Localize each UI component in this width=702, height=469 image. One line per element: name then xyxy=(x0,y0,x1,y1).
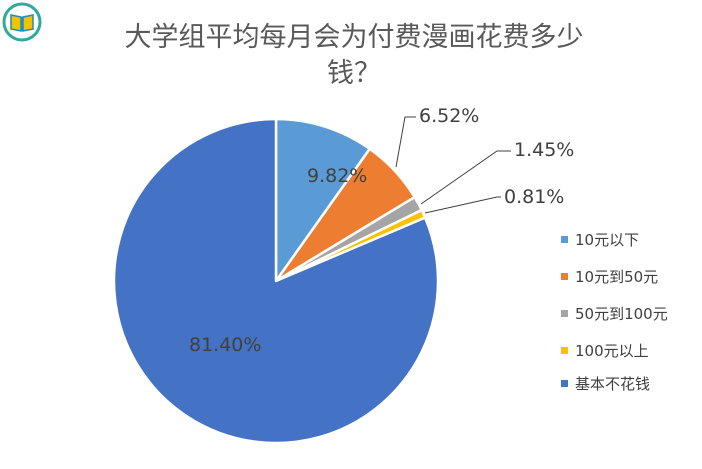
legend-swatch-no-spend xyxy=(561,380,568,387)
chart-title-line-2: 钱？ xyxy=(327,58,381,89)
legend-swatch-under-10 xyxy=(561,236,568,243)
data-label-10-to-50: 6.52% xyxy=(419,105,479,127)
legend-item: 基本不花钱 xyxy=(561,375,650,393)
leader-line-10-to-50 xyxy=(395,116,416,168)
leader-lines xyxy=(395,116,511,214)
pie-slices xyxy=(112,117,440,445)
legend: 10元以下 10元到50元 50元到100元 100元以上 基本不花钱 xyxy=(561,231,668,393)
pie-slice-under-10 xyxy=(274,117,371,283)
legend-swatch-50-to-100 xyxy=(561,310,568,317)
legend-label-under-10: 10元以下 xyxy=(575,231,639,249)
legend-item: 10元到50元 xyxy=(561,268,658,286)
pie-slice-no-spend xyxy=(112,117,440,445)
legend-label-over-100: 100元以上 xyxy=(575,342,649,360)
legend-item: 100元以上 xyxy=(561,342,649,360)
legend-label-50-to-100: 50元到100元 xyxy=(575,305,668,323)
data-label-no-spend: 81.40% xyxy=(189,334,261,356)
data-label-50-to-100: 1.45% xyxy=(514,139,574,161)
leader-line-50-to-100 xyxy=(420,150,511,205)
legend-swatch-over-100 xyxy=(561,347,568,354)
data-label-over-100: 0.81% xyxy=(504,186,564,208)
legend-label-10-to-50: 10元到50元 xyxy=(575,268,658,286)
leader-line-over-100 xyxy=(424,196,501,214)
legend-item: 10元以下 xyxy=(561,231,639,249)
book-icon xyxy=(2,2,42,42)
legend-swatch-10-to-50 xyxy=(561,273,568,280)
data-label-under-10: 9.82% xyxy=(307,165,367,187)
legend-label-no-spend: 基本不花钱 xyxy=(575,375,650,393)
chart-title-line-1: 大学组平均每月会为付费漫画花费多少 xyxy=(125,22,584,53)
legend-item: 50元到100元 xyxy=(561,305,668,323)
